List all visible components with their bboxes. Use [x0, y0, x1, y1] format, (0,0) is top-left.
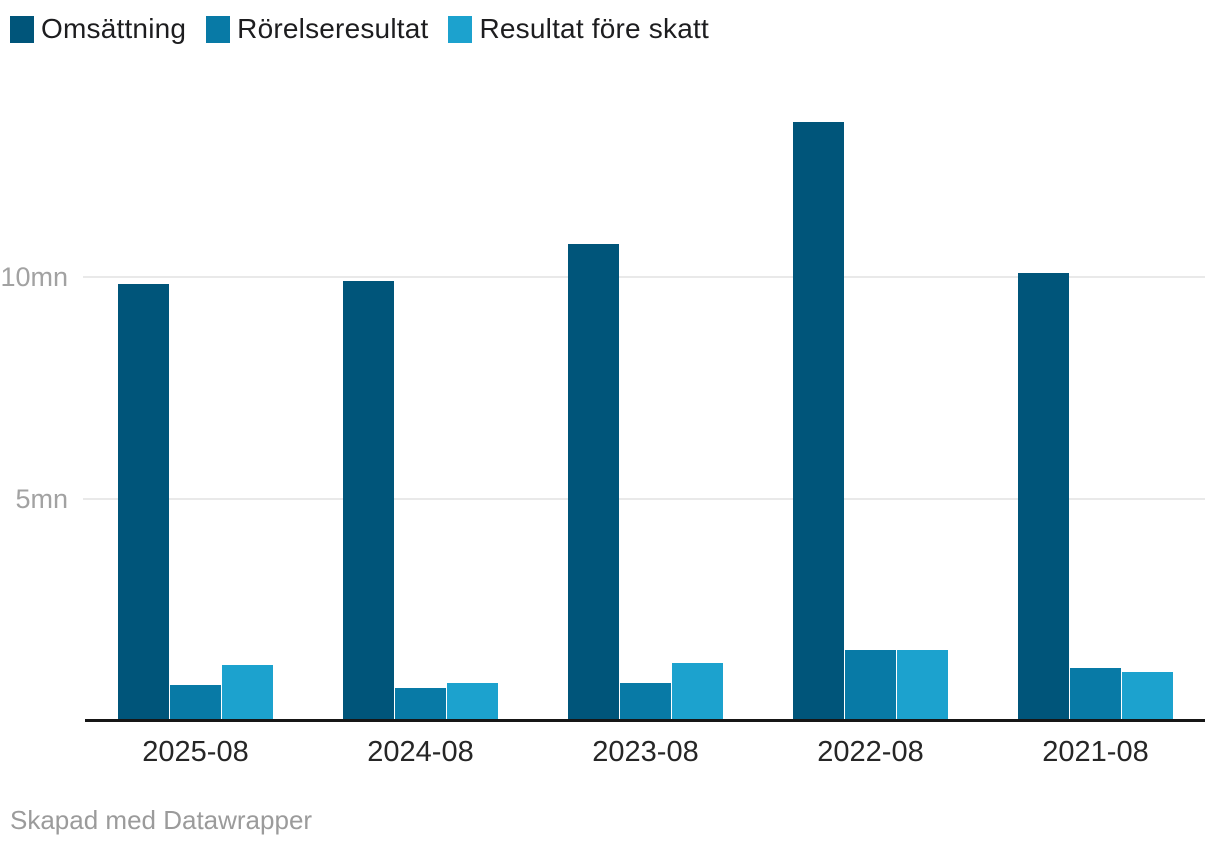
legend-item-resultat-fore-skatt: Resultat före skatt: [448, 13, 709, 45]
bar-resultat-fore-skatt-2024-08[interactable]: [447, 683, 498, 721]
x-axis-tick-label-2021-08: 2021-08: [1042, 736, 1149, 768]
y-axis-tick-label: 5mn: [15, 484, 68, 514]
bar-rorelseresultat-2021-08[interactable]: [1070, 668, 1121, 721]
x-axis-tick-label-2023-08: 2023-08: [592, 736, 699, 768]
x-axis-tick-label-2022-08: 2022-08: [817, 736, 924, 768]
legend-item-rorelseresultat: Rörelseresultat: [206, 13, 428, 45]
legend-swatch-icon: [10, 15, 34, 43]
gridline-5mn: [83, 498, 1205, 500]
x-axis-tick-label-2024-08: 2024-08: [367, 736, 474, 768]
legend-label: Resultat före skatt: [479, 13, 709, 44]
bar-omsattning-2023-08[interactable]: [568, 244, 619, 721]
legend-swatch-icon: [448, 15, 473, 43]
bar-resultat-fore-skatt-2022-08[interactable]: [897, 650, 948, 721]
x-axis-tick-label-2025-08: 2025-08: [142, 736, 249, 768]
bar-omsattning-2021-08[interactable]: [1018, 273, 1069, 721]
legend: Omsättning Rörelseresultat Resultat före s…: [10, 13, 709, 45]
legend-label: Omsättning: [41, 13, 187, 44]
bar-rorelseresultat-2024-08[interactable]: [395, 688, 446, 721]
bar-omsattning-2025-08[interactable]: [118, 284, 169, 721]
bar-rorelseresultat-2023-08[interactable]: [620, 683, 671, 721]
legend-item-omsattning: Omsättning: [10, 13, 186, 45]
bar-rorelseresultat-2025-08[interactable]: [170, 685, 221, 721]
gridline-10mn: [83, 276, 1205, 278]
y-axis-tick-label: 10mn: [0, 262, 68, 292]
x-axis-line: [85, 719, 1205, 722]
legend-swatch-icon: [206, 15, 231, 43]
datawrapper-attribution-link[interactable]: Skapad med Datawrapper: [10, 805, 313, 835]
bar-omsattning-2024-08[interactable]: [343, 281, 394, 721]
bar-resultat-fore-skatt-2025-08[interactable]: [222, 665, 273, 721]
bar-rorelseresultat-2022-08[interactable]: [845, 650, 896, 721]
legend-label: Rörelseresultat: [237, 13, 429, 44]
bar-resultat-fore-skatt-2023-08[interactable]: [672, 663, 723, 721]
bar-resultat-fore-skatt-2021-08[interactable]: [1122, 672, 1173, 721]
bar-omsattning-2022-08[interactable]: [793, 122, 844, 721]
